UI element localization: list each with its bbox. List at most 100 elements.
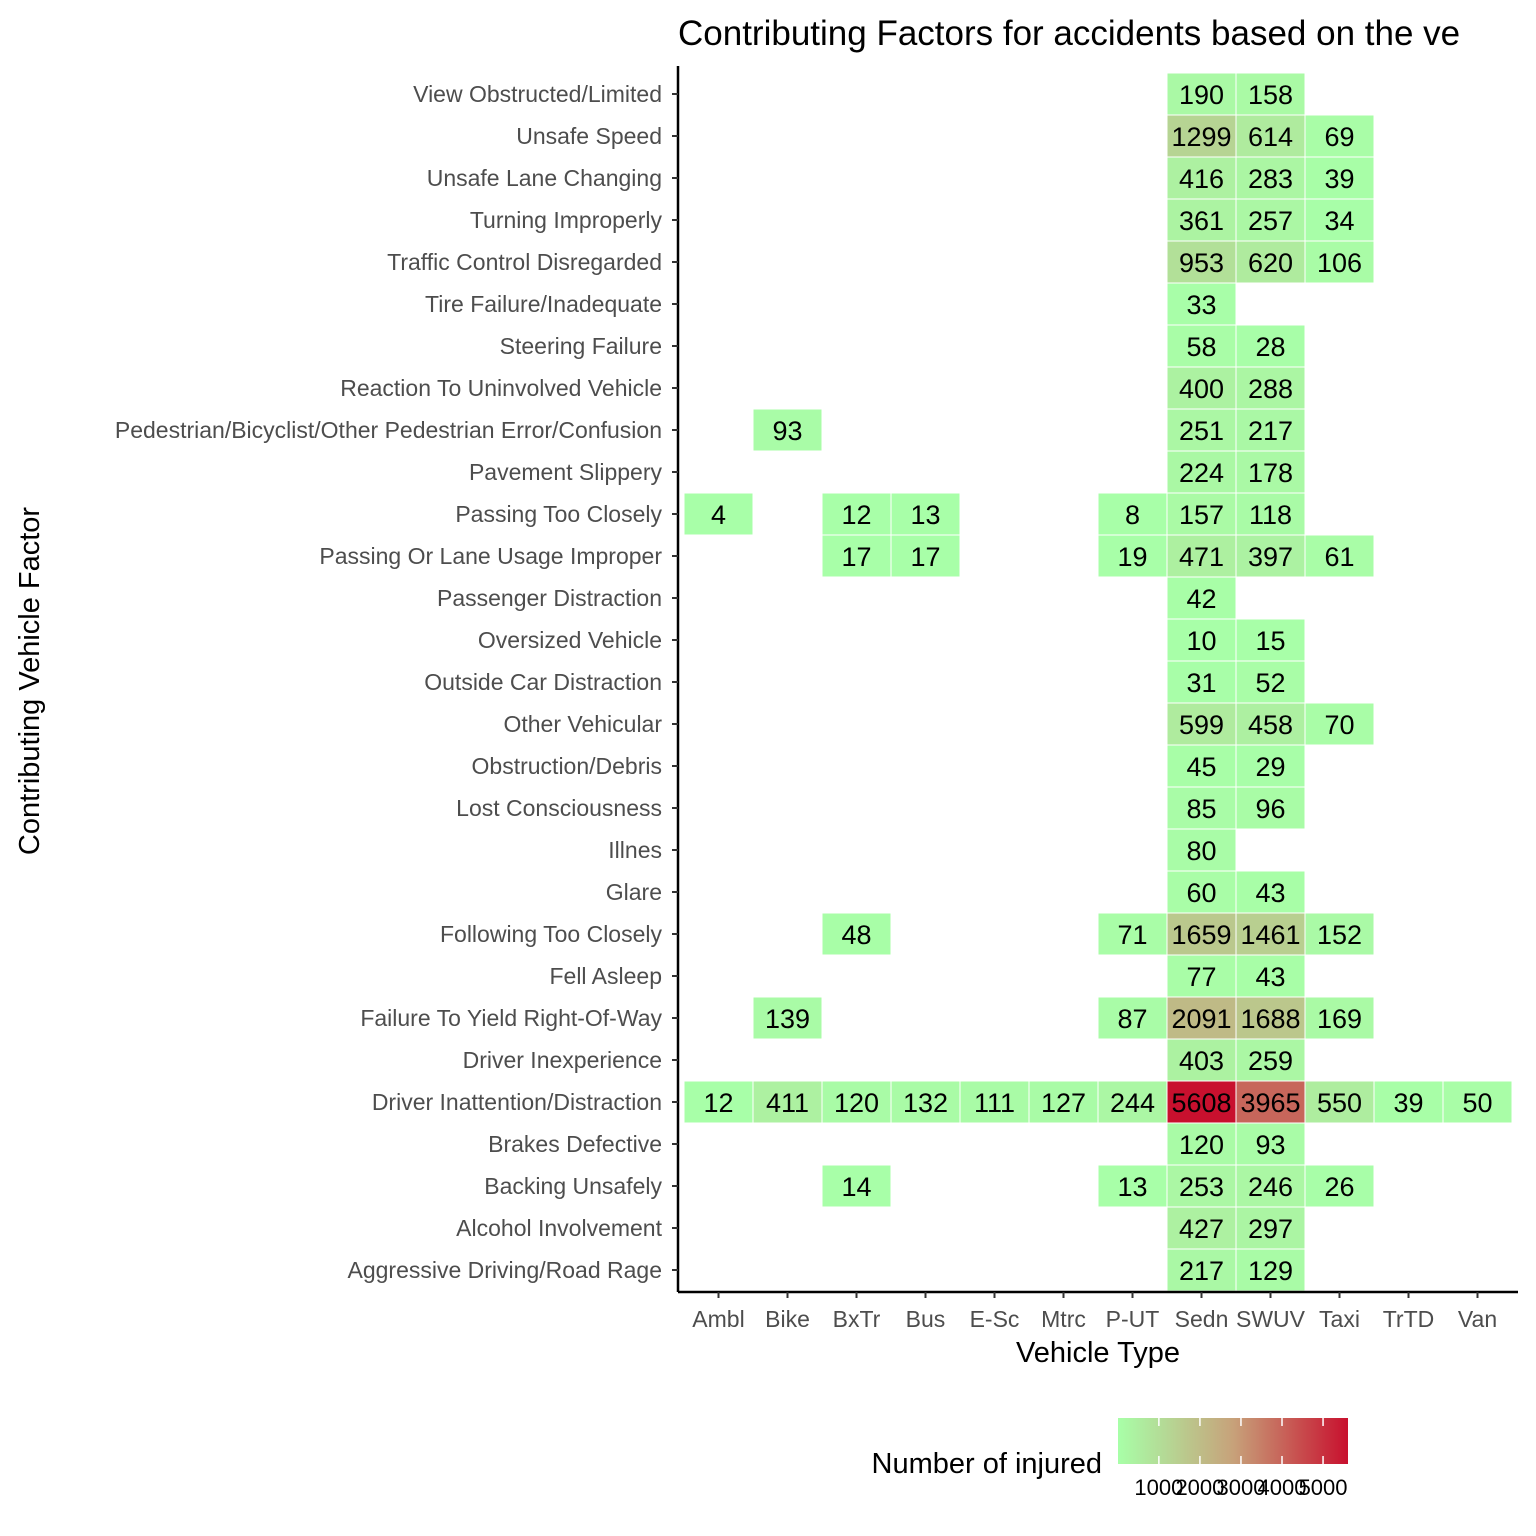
cell-value-label: 288 <box>1248 374 1293 404</box>
cell-value-label: 397 <box>1248 542 1293 572</box>
cell-value-label: 52 <box>1255 668 1285 698</box>
cell-value-label: 39 <box>1324 164 1354 194</box>
heatmap-cell <box>1166 870 1237 914</box>
cell-value-label: 178 <box>1248 458 1293 488</box>
y-tick-label: Illnes <box>608 837 662 863</box>
y-tick-label: Passenger Distraction <box>437 585 662 611</box>
heatmap-cell <box>1235 240 1306 284</box>
cell-value-label: 244 <box>1110 1088 1155 1118</box>
heatmap-cell <box>1373 1080 1444 1124</box>
y-tick-label: Fell Asleep <box>549 963 662 989</box>
cell-value-label: 111 <box>974 1088 1015 1118</box>
heatmap-cell <box>1235 450 1306 494</box>
cell-value-label: 71 <box>1117 920 1147 950</box>
heatmap-cell <box>890 1080 961 1124</box>
cell-value-label: 217 <box>1179 1256 1224 1286</box>
y-tick-label: Alcohol Involvement <box>456 1215 662 1241</box>
heatmap-cell <box>1235 870 1306 914</box>
cell-value-label: 158 <box>1248 80 1293 110</box>
cell-value-label: 12 <box>841 500 871 530</box>
heatmap-cell <box>1097 492 1168 536</box>
cell-value-label: 50 <box>1462 1088 1492 1118</box>
cell-value-label: 224 <box>1179 458 1224 488</box>
y-tick-label: Driver Inexperience <box>463 1047 662 1073</box>
cell-value-label: 1461 <box>1240 920 1300 950</box>
cell-value-label: 1688 <box>1240 1004 1300 1034</box>
heatmap-cell <box>1166 1038 1237 1082</box>
x-tick-label: Bus <box>906 1306 946 1332</box>
cell-value-label: 3965 <box>1240 1088 1300 1118</box>
cell-value-label: 1659 <box>1171 920 1231 950</box>
heatmap-cell <box>1304 996 1375 1040</box>
cell-value-label: 120 <box>1179 1130 1224 1160</box>
heatmap-cell <box>890 492 961 536</box>
cell-value-label: 93 <box>772 416 802 446</box>
y-axis-title: Contributing Vehicle Factor <box>14 507 46 856</box>
heatmap-cell <box>1235 1164 1306 1208</box>
heatmap-cell <box>1166 366 1237 410</box>
cell-value-label: 427 <box>1179 1214 1224 1244</box>
heatmap-cell <box>1097 1080 1168 1124</box>
heatmap-cell <box>1235 786 1306 830</box>
heatmap-cell <box>1235 1038 1306 1082</box>
cell-value-label: 26 <box>1324 1172 1354 1202</box>
heatmap-cell <box>1166 702 1237 746</box>
heatmap-cell <box>1166 114 1237 158</box>
cell-value-label: 45 <box>1186 752 1216 782</box>
cell-value-label: 31 <box>1186 668 1216 698</box>
cell-value-label: 403 <box>1179 1046 1224 1076</box>
y-tick-label: Brakes Defective <box>488 1131 662 1157</box>
cell-value-label: 34 <box>1324 206 1354 236</box>
heatmap-cell <box>890 534 961 578</box>
cell-value-label: 14 <box>841 1172 871 1202</box>
cell-value-label: 28 <box>1255 332 1285 362</box>
cell-value-label: 96 <box>1255 794 1285 824</box>
heatmap-cell <box>752 1080 823 1124</box>
heatmap-cell <box>1097 996 1168 1040</box>
heatmap-cell <box>1166 240 1237 284</box>
heatmap-cell <box>1235 72 1306 116</box>
y-tick-label: Failure To Yield Right-Of-Way <box>360 1005 662 1031</box>
y-tick-label: View Obstructed/Limited <box>413 81 662 107</box>
cell-value-label: 13 <box>1117 1172 1147 1202</box>
heatmap-cell <box>683 1080 754 1124</box>
y-tick-label: Other Vehicular <box>503 711 662 737</box>
heatmap-cell <box>1235 618 1306 662</box>
cell-value-label: 120 <box>834 1088 879 1118</box>
heatmap-cell <box>1442 1080 1513 1124</box>
cell-value-label: 12 <box>703 1088 733 1118</box>
cell-value-label: 43 <box>1255 878 1285 908</box>
legend-colorbar <box>1118 1418 1348 1464</box>
x-tick-label: BxTr <box>833 1306 881 1332</box>
heatmap-cell <box>1235 408 1306 452</box>
cell-value-label: 251 <box>1179 416 1224 446</box>
y-tick-label: Pedestrian/Bicyclist/Other Pedestrian Er… <box>115 417 662 443</box>
heatmap-cell <box>1304 1164 1375 1208</box>
cell-value-label: 19 <box>1117 542 1147 572</box>
cell-value-label: 246 <box>1248 1172 1293 1202</box>
heatmap-cell <box>1304 240 1375 284</box>
heatmap-cell <box>1235 1122 1306 1166</box>
x-tick-label: TrTD <box>1383 1306 1435 1332</box>
heatmap-cell <box>1304 198 1375 242</box>
cell-value-label: 129 <box>1248 1256 1293 1286</box>
cell-value-label: 10 <box>1186 626 1216 656</box>
heatmap-cell <box>1235 1248 1306 1292</box>
heatmap-cell <box>821 912 892 956</box>
heatmap-cell <box>1166 1248 1237 1292</box>
cell-value-label: 93 <box>1255 1130 1285 1160</box>
cell-value-label: 69 <box>1324 122 1354 152</box>
heatmap-cell <box>1166 996 1237 1040</box>
heatmap-cell <box>1166 660 1237 704</box>
x-axis: Ambl Bike BxTr Bus E-Sc Mtrc P-UT Sedn SWUV Taxi T… <box>678 1290 1518 1332</box>
heatmap-cell <box>1166 492 1237 536</box>
heatmap-cell <box>1304 534 1375 578</box>
heatmap-cell <box>1166 324 1237 368</box>
cell-value-label: 169 <box>1317 1004 1362 1034</box>
cell-value-label: 139 <box>765 1004 810 1034</box>
cell-value-label: 17 <box>910 542 940 572</box>
cell-value-label: 411 <box>766 1088 809 1118</box>
legend-tick-label: 3000 <box>1216 1475 1265 1500</box>
